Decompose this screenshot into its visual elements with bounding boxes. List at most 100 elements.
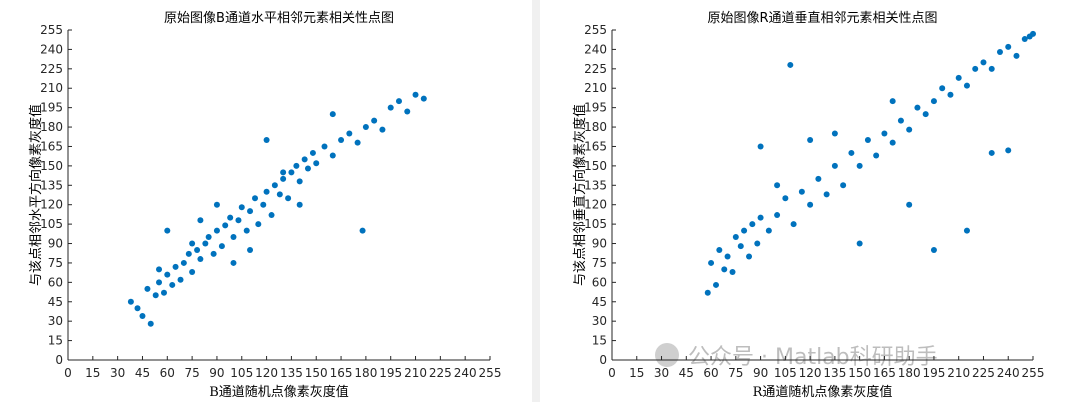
y-tick-label: 195 (40, 101, 63, 115)
y-tick-label: 75 (592, 256, 607, 270)
point (716, 247, 723, 253)
x-tick-label: 120 (255, 366, 278, 380)
point (309, 149, 316, 156)
point (235, 217, 242, 224)
point (1005, 147, 1012, 154)
x-tick-label: 180 (354, 366, 377, 380)
point (395, 98, 402, 105)
y-tick-label: 195 (584, 101, 607, 115)
point (972, 65, 979, 72)
point (362, 124, 369, 131)
point (729, 269, 736, 275)
point (202, 240, 209, 247)
x-tick-label: 180 (898, 366, 921, 380)
point (293, 162, 300, 169)
point (807, 201, 814, 208)
point (359, 227, 366, 234)
divider (532, 0, 540, 402)
x-tick-label: 60 (160, 366, 175, 380)
point (387, 104, 394, 111)
point (889, 98, 896, 105)
point (798, 188, 805, 195)
x-tick-label: 225 (429, 366, 452, 380)
point (787, 61, 794, 68)
x-tick-label: 75 (184, 366, 199, 380)
point (263, 188, 270, 195)
point (746, 253, 753, 260)
x-tick-label: 75 (728, 366, 743, 380)
y-tick-label: 105 (584, 217, 607, 231)
y-tick-label: 105 (40, 217, 63, 231)
x-tick-label: 255 (479, 366, 502, 380)
point (790, 221, 797, 228)
x-tick-label: 165 (873, 366, 896, 380)
y-tick-label: 60 (592, 275, 607, 289)
point (296, 178, 303, 185)
y-tick-label: 225 (584, 62, 607, 76)
point (831, 130, 838, 137)
x-tick-label: 105 (774, 366, 797, 380)
point (276, 191, 283, 198)
point (980, 59, 987, 66)
point (346, 130, 353, 137)
point (741, 227, 748, 234)
point (721, 266, 728, 273)
point (831, 162, 838, 169)
y-tick-label: 135 (584, 178, 607, 192)
point (737, 243, 744, 250)
y-tick-label: 120 (584, 198, 607, 212)
point (1005, 43, 1012, 50)
point (197, 256, 204, 263)
point (848, 149, 855, 156)
point (947, 91, 954, 98)
x-tick-label: 255 (1022, 366, 1045, 380)
point (873, 152, 880, 159)
point (301, 156, 308, 163)
y-axis-label: 与该点相邻水平方向像素灰度值 (28, 104, 44, 286)
point (260, 201, 267, 208)
point (823, 191, 830, 198)
point (379, 126, 386, 133)
x-tick-label: 0 (64, 366, 72, 380)
y-tick-label: 0 (55, 353, 63, 367)
point (732, 234, 739, 241)
point (156, 279, 163, 286)
point (189, 240, 196, 247)
point (134, 305, 141, 312)
point (404, 108, 411, 115)
point (897, 117, 904, 124)
point (172, 263, 179, 270)
point (881, 130, 888, 137)
x-tick-label: 15 (85, 366, 100, 380)
y-tick-label: 0 (599, 353, 607, 367)
point (906, 201, 913, 208)
point (713, 281, 720, 288)
point (169, 281, 176, 288)
point (194, 247, 201, 253)
point (955, 74, 962, 81)
x-axis-label: R通道随机点像素灰度值 (753, 384, 893, 400)
point (280, 175, 287, 182)
y-tick-label: 210 (584, 81, 607, 95)
point (156, 266, 163, 273)
x-tick-label: 15 (629, 366, 644, 380)
point (906, 126, 913, 133)
point (856, 240, 863, 247)
point (724, 253, 731, 260)
point (197, 217, 204, 224)
point (914, 104, 921, 111)
point (708, 259, 715, 266)
point (238, 204, 245, 211)
point (213, 201, 220, 208)
point (127, 298, 134, 305)
point (252, 195, 259, 202)
y-tick-label: 60 (48, 275, 63, 289)
point (939, 85, 946, 92)
point (420, 95, 427, 102)
point (164, 227, 171, 234)
y-tick-label: 30 (592, 314, 607, 328)
point (218, 243, 225, 250)
point (757, 143, 764, 150)
x-tick-label: 45 (679, 366, 694, 380)
point (996, 49, 1003, 55)
